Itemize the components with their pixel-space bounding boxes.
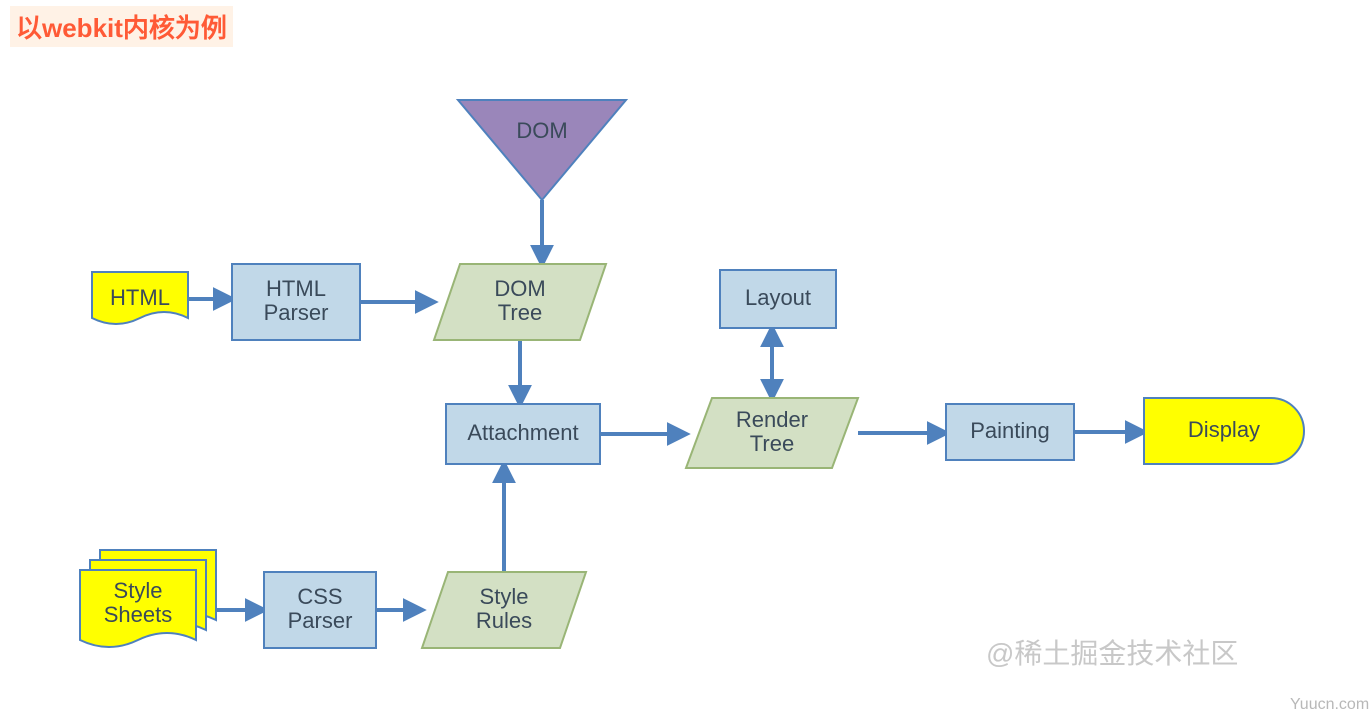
- caption-text: 以webkit内核为例: [16, 13, 227, 43]
- svg-text:Sheets: Sheets: [104, 602, 173, 627]
- svg-text:Tree: Tree: [750, 431, 794, 456]
- svg-text:DOM: DOM: [516, 118, 567, 143]
- svg-text:Parser: Parser: [264, 300, 329, 325]
- svg-text:Display: Display: [1188, 417, 1260, 442]
- svg-text:Style: Style: [480, 584, 529, 609]
- svg-text:Style: Style: [114, 578, 163, 603]
- svg-text:Render: Render: [736, 407, 808, 432]
- watermark-en: Yuucn.com: [1290, 696, 1369, 714]
- svg-text:Rules: Rules: [476, 608, 532, 633]
- caption: 以webkit内核为例: [10, 6, 233, 47]
- svg-text:CSS: CSS: [297, 584, 342, 609]
- watermark-cn: @稀土掘金技术社区: [986, 632, 1238, 672]
- svg-text:HTML: HTML: [110, 285, 170, 310]
- svg-text:Parser: Parser: [288, 608, 353, 633]
- svg-text:DOM: DOM: [494, 276, 545, 301]
- svg-text:Attachment: Attachment: [467, 420, 578, 445]
- svg-text:HTML: HTML: [266, 276, 326, 301]
- svg-text:Layout: Layout: [745, 285, 811, 310]
- node-dom_tri: [458, 100, 626, 200]
- svg-text:Painting: Painting: [970, 418, 1050, 443]
- svg-text:Tree: Tree: [498, 300, 542, 325]
- flowchart-canvas: HTMLHTMLParserDOMDOMTreeAttachmentStyleS…: [0, 0, 1372, 712]
